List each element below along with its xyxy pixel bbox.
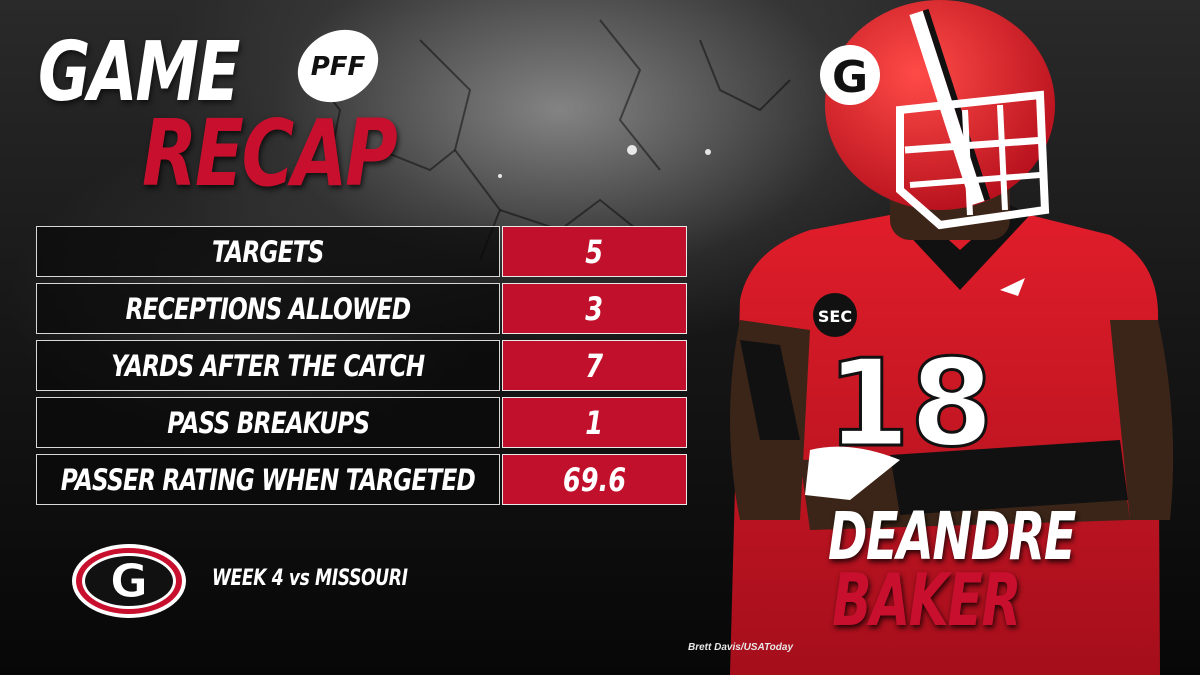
sec-patch: SEC [818,307,852,326]
stats-table: TARGETS 5 RECEPTIONS ALLOWED 3 YARDS AFT… [36,226,687,511]
stat-row-receptions-allowed: RECEPTIONS ALLOWED 3 [36,283,687,334]
stat-label: PASS BREAKUPS [36,397,500,448]
georgia-g-logo-icon: G [72,544,186,618]
title-recap: RECAP [142,100,398,207]
player-last-name: BAKER [832,558,1021,642]
stat-label: TARGETS [36,226,500,277]
stat-label: YARDS AFTER THE CATCH [36,340,500,391]
pff-logo-text: PFF [311,52,366,82]
week-opponent-label: WEEK 4 vs MISSOURI [212,566,408,591]
stat-value: 1 [502,397,687,448]
stat-label: PASSER RATING WHEN TARGETED [36,454,500,505]
stat-row-targets: TARGETS 5 [36,226,687,277]
helmet-g-logo: G [832,52,868,103]
jersey-number: 18 [827,335,994,474]
stat-label: RECEPTIONS ALLOWED [36,283,500,334]
stat-value: 5 [502,226,687,277]
title-game: GAME [38,25,240,120]
stat-value: 3 [502,283,687,334]
photo-credit: Brett Davis/USAToday [688,642,794,653]
pff-football-icon: PFF [297,29,379,103]
stat-row-pass-breakups: PASS BREAKUPS 1 [36,397,687,448]
team-logo-letter: G [110,554,148,608]
stat-row-yards-after-catch: YARDS AFTER THE CATCH 7 [36,340,687,391]
player-first-name: DEANDRE [828,498,1076,575]
stat-value: 7 [502,340,687,391]
stat-row-passer-rating: PASSER RATING WHEN TARGETED 69.6 [36,454,687,505]
stat-value: 69.6 [502,454,687,505]
player-photo: SEC 18 G [730,0,1174,675]
